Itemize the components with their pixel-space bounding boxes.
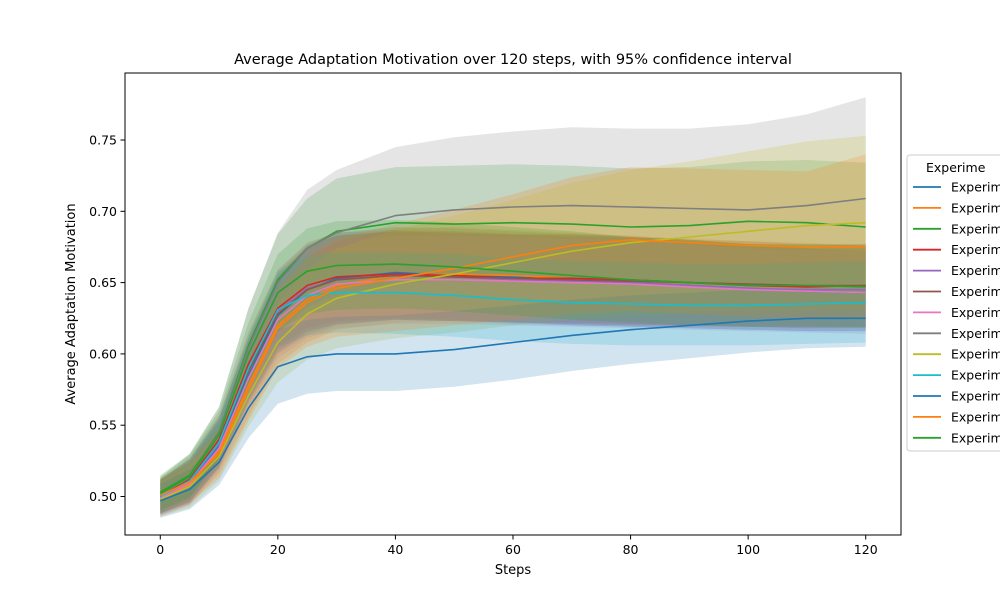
legend-label-1: Experim: [951, 180, 1000, 195]
y-tick-label: 0.60: [89, 346, 117, 361]
confidence-band-2: [160, 227, 866, 517]
series-line-8: [159, 197, 866, 496]
series-lines: [159, 197, 866, 502]
x-tick-label: 120: [854, 542, 878, 557]
legend-label-5: Experim: [951, 263, 1000, 278]
x-tick-label: 80: [623, 542, 639, 557]
x-tick-label: 100: [736, 542, 760, 557]
y-tick-label: 0.65: [89, 275, 117, 290]
y-axis: 0.50 0.55 0.60 0.65 0.70 0.75: [89, 133, 125, 504]
confidence-band-11: [160, 288, 866, 518]
series-line-11: [160, 317, 866, 502]
x-tick-label: 40: [387, 542, 403, 557]
x-tick-label: 0: [156, 542, 164, 557]
legend-label-7: Experim: [951, 305, 1000, 320]
y-tick-label: 0.50: [89, 489, 117, 504]
legend-box: [906, 154, 1000, 452]
confidence-band-8: [160, 97, 866, 513]
x-tick-label: 20: [270, 542, 286, 557]
y-tick-label: 0.75: [89, 133, 117, 148]
confidence-band-5: [160, 231, 866, 516]
x-axis-label: Steps: [495, 563, 532, 578]
legend-label-11: Experim: [951, 389, 1000, 404]
series-line-10: [159, 291, 866, 498]
legend-label-4: Experim: [951, 242, 1000, 257]
legend-label-9: Experim: [951, 347, 1000, 362]
legend-label-10: Experim: [951, 368, 1000, 383]
y-axis-label: Average Adaptation Motivation: [64, 203, 79, 404]
legend-label-13: Experim: [951, 430, 1000, 445]
legend-label-2: Experim: [951, 200, 1000, 215]
y-tick-label: 0.55: [89, 418, 117, 433]
legend: Experime Experim Experim Experim Experim Expe…: [906, 154, 1000, 452]
series-line-12: [159, 239, 866, 496]
legend-label-3: Experim: [951, 221, 1000, 236]
chart-title: Average Adaptation Motivation over 120 s…: [234, 52, 792, 68]
legend-label-12: Experim: [951, 409, 1000, 424]
confidence-band-12: [160, 154, 866, 513]
confidence-band-4: [160, 229, 866, 514]
confidence-band-9: [160, 135, 866, 517]
legend-title: Experime: [926, 160, 986, 175]
y-tick-label: 0.70: [89, 204, 117, 219]
x-axis: 0 20 40 60 80 100 120: [156, 535, 878, 557]
legend-label-8: Experim: [951, 326, 1000, 341]
series-line-13: [159, 263, 866, 495]
legend-label-6: Experim: [951, 284, 1000, 299]
confidence-band-10: [160, 252, 866, 514]
series-line-9: [159, 221, 866, 501]
x-tick-label: 60: [505, 542, 521, 557]
confidence-band-6: [160, 231, 866, 514]
confidence-band-3: [160, 160, 866, 510]
